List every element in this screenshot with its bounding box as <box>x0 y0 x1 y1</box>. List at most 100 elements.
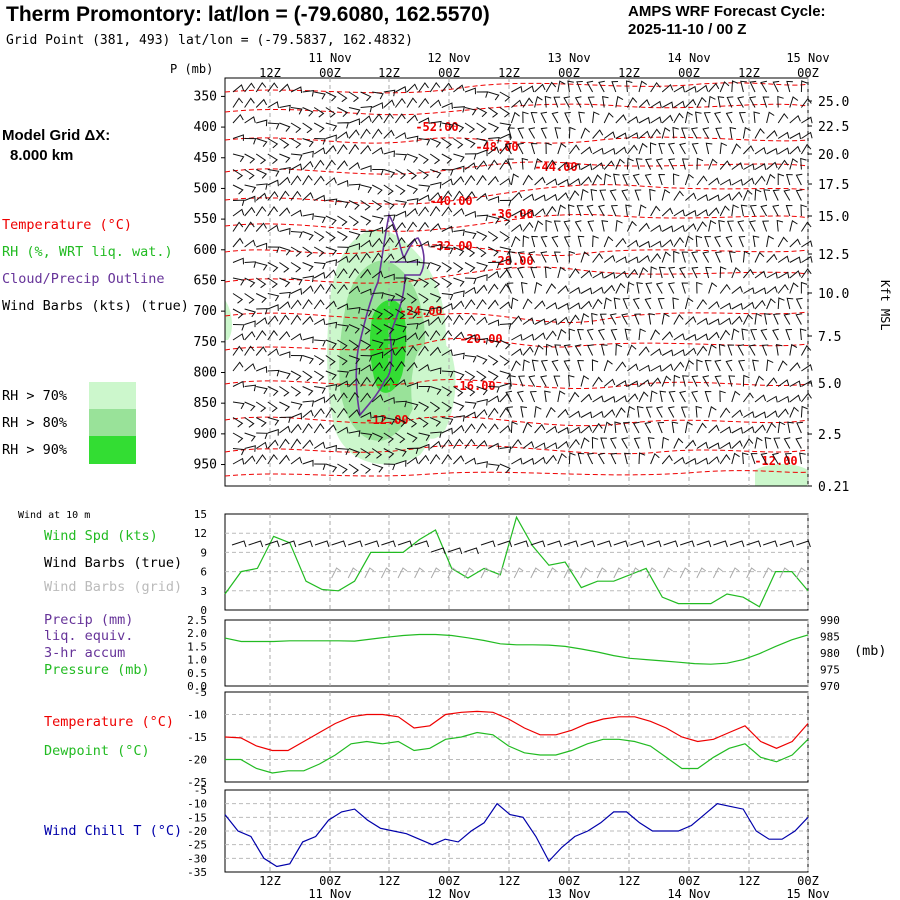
rh-70-label: RH > 70% <box>2 388 68 404</box>
wind-barb <box>783 437 791 449</box>
wind-barb <box>528 251 536 263</box>
wind-barb <box>429 223 442 232</box>
wind-barb <box>522 193 535 201</box>
wind-barb <box>267 246 280 253</box>
wind-barb <box>325 370 337 380</box>
wind-barb <box>528 127 536 139</box>
wind-barb <box>418 82 429 93</box>
wind-barb <box>668 390 676 403</box>
wind-barb <box>302 90 315 97</box>
wind-barb <box>632 173 640 186</box>
wind-barb <box>279 277 291 288</box>
wind-barb <box>511 99 523 108</box>
wind-barb <box>795 437 803 449</box>
wind-barb <box>766 161 778 170</box>
wind-barb <box>453 138 464 149</box>
wind-barb <box>279 122 291 132</box>
wind-speed-tick: 15 <box>194 508 207 521</box>
wind-barb <box>731 390 741 403</box>
wind-barb <box>418 345 429 356</box>
wind-barb <box>789 362 801 372</box>
wind-barb <box>487 159 499 170</box>
wind-barb <box>648 312 655 325</box>
wind-barb <box>406 207 418 217</box>
wind-barb <box>453 386 464 397</box>
wind-barb-grid <box>397 567 408 579</box>
wind-barb <box>487 246 499 257</box>
wind-barb <box>510 235 521 248</box>
wind-barb <box>290 163 303 171</box>
temperature-tick: -5 <box>194 686 207 699</box>
wind-barb <box>267 262 279 273</box>
wind-barb <box>750 453 758 465</box>
wind-barb <box>383 236 394 248</box>
wind-barb <box>522 422 533 434</box>
wind-barb <box>453 300 465 310</box>
wind-barb <box>325 145 337 155</box>
wind-barb <box>586 204 594 217</box>
wind-barb <box>766 285 778 294</box>
wind-barb <box>580 375 590 387</box>
wind-barb <box>719 454 731 465</box>
wind-barb <box>453 401 465 412</box>
wind-barb <box>325 269 337 279</box>
wind-barb <box>531 359 539 372</box>
wind-barb <box>232 457 245 465</box>
wind-barb <box>488 261 500 269</box>
wind-barb <box>522 346 534 356</box>
wind-barb <box>771 452 779 465</box>
wind-barb-true <box>530 540 546 548</box>
wind-barb <box>232 134 244 141</box>
wind-barb <box>302 298 313 310</box>
legend-cloud-outline: Cloud/Precip Outline <box>2 271 165 287</box>
pressure-tick: 990 <box>820 614 840 627</box>
wind-barb <box>476 461 488 468</box>
wind-barb <box>302 107 314 117</box>
wind-barb <box>244 320 256 328</box>
wind-barb <box>279 301 291 310</box>
wind-barb <box>441 153 453 164</box>
wind-barb <box>244 184 257 193</box>
wind-barb <box>615 270 627 279</box>
wind-barb <box>348 161 361 170</box>
wind-barb <box>337 380 349 388</box>
wind-barb <box>544 390 551 403</box>
wind-barb-grid <box>729 567 740 579</box>
wind-barb <box>750 329 757 341</box>
wind-barb <box>394 360 406 372</box>
wind-barb <box>598 204 605 217</box>
wind-barb <box>615 219 623 232</box>
wind-barb <box>255 205 267 217</box>
wind-barb <box>313 423 325 434</box>
wind-barb <box>476 91 489 98</box>
wind-barb <box>731 452 740 465</box>
wind-barb <box>714 111 721 124</box>
wind-barb <box>522 317 535 325</box>
wind-barb <box>731 80 739 93</box>
wind-barb <box>728 251 736 263</box>
time-tick-label: 12Z <box>259 66 281 80</box>
wind-barb <box>673 190 684 201</box>
wind-barb <box>684 111 693 124</box>
wind-barb <box>786 173 793 186</box>
wind-barb <box>279 425 291 434</box>
wind-barb <box>406 361 418 372</box>
wind-barb <box>325 444 337 452</box>
wind-barb <box>244 239 256 248</box>
wind-barb <box>592 286 604 294</box>
wind-barb <box>395 293 406 304</box>
wind-barb <box>708 442 720 450</box>
wind-barb <box>372 169 384 176</box>
pressure-tick: 970 <box>820 680 840 693</box>
wind-barb <box>684 421 693 434</box>
wind-barb <box>603 409 616 418</box>
wind-barb <box>603 235 614 248</box>
wind-barb <box>766 111 775 124</box>
wind-barb <box>638 254 651 263</box>
wind-barb <box>625 80 633 93</box>
wind-barb <box>487 370 499 381</box>
wind-barb <box>406 322 419 330</box>
wind-barb <box>418 206 430 217</box>
wind-barb-true <box>314 540 330 548</box>
wind-barb <box>453 370 465 380</box>
